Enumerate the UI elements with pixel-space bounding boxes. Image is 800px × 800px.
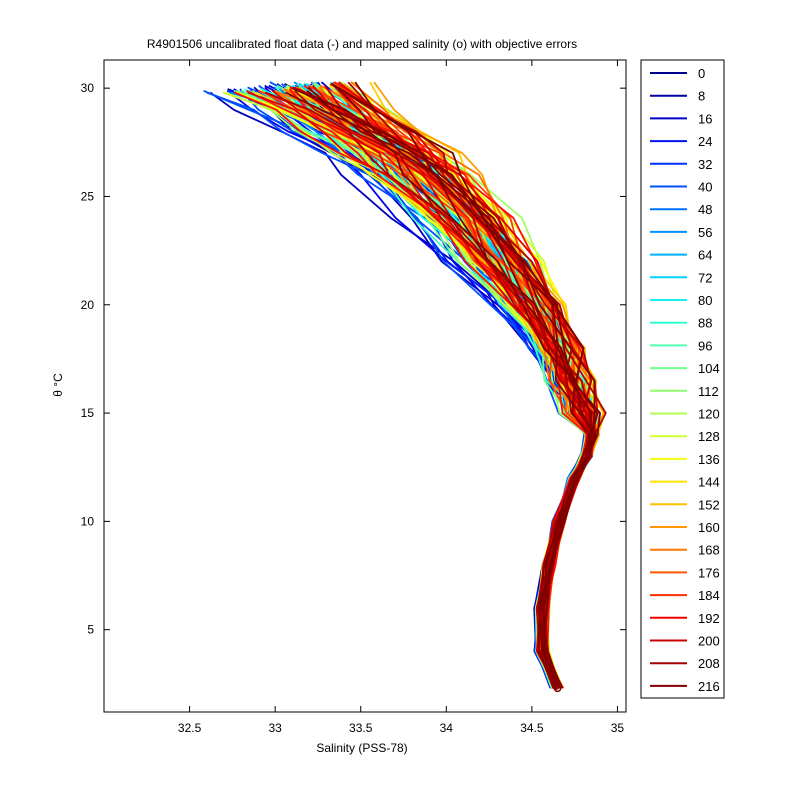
legend-label: 96 — [698, 338, 712, 353]
x-tick-label: 33.5 — [349, 721, 373, 735]
legend-label: 32 — [698, 157, 712, 172]
legend-label: 72 — [698, 270, 712, 285]
legend-items: 0 8 16 24 32 40 48 56 64 72 80 88 96 104 112 120 128 136 1… — [650, 66, 720, 694]
legend-label: 112 — [698, 384, 719, 399]
legend-entry: 144 — [650, 475, 720, 490]
legend-entry: 24 — [650, 134, 712, 149]
y-tick-label: 30 — [81, 81, 95, 95]
x-tick-label: 35 — [611, 721, 625, 735]
legend-entry: 176 — [650, 565, 720, 580]
y-tick-label: 25 — [81, 189, 95, 203]
x-tick-label: 32.5 — [178, 721, 202, 735]
legend-entry: 8 — [650, 89, 705, 104]
series-layer — [203, 81, 607, 689]
legend-entry: 104 — [650, 361, 720, 376]
legend-entry: 80 — [650, 293, 712, 308]
legend-label: 176 — [698, 565, 720, 580]
x-axis-ticks: 32.5 33 33.5 34 34.5 35 — [178, 60, 625, 735]
mapped-salinity-marker — [550, 677, 559, 686]
mapped-salinity-marker — [548, 673, 557, 682]
series-168-profile — [334, 84, 596, 689]
y-axis-ticks: 5 10 15 20 25 30 — [81, 81, 626, 637]
series-168-profile — [285, 91, 598, 689]
legend-label: 152 — [698, 497, 720, 512]
plot-area: 32.5 33 33.5 34 34.5 35 5 10 15 20 25 30 — [81, 59, 627, 735]
series-168-profile — [331, 83, 596, 689]
legend-label: 160 — [698, 520, 720, 535]
legend-label: 120 — [698, 407, 720, 422]
legend-label: 8 — [698, 89, 705, 104]
legend-entry: 112 — [650, 384, 719, 399]
x-tick-label: 34.5 — [520, 721, 544, 735]
legend-entry: 72 — [650, 270, 712, 285]
mapped-salinity-marker — [553, 684, 562, 693]
legend-label: 104 — [698, 361, 720, 376]
legend-label: 24 — [698, 134, 712, 149]
legend-entry: 192 — [650, 611, 720, 626]
legend-label: 40 — [698, 180, 712, 195]
legend-label: 216 — [698, 679, 720, 694]
legend-label: 16 — [698, 111, 712, 126]
legend-label: 0 — [698, 66, 705, 81]
legend-label: 128 — [698, 429, 720, 444]
legend-label: 80 — [698, 293, 712, 308]
legend-entry: 216 — [650, 679, 720, 694]
chart-title: R4901506 uncalibrated float data (-) and… — [147, 37, 577, 51]
legend-entry: 200 — [650, 634, 720, 649]
legend-entry: 128 — [650, 429, 720, 444]
legend-label: 64 — [698, 248, 712, 263]
mapped-salinity-marker — [546, 669, 555, 677]
legend-label: 192 — [698, 611, 720, 626]
legend-entry: 56 — [650, 225, 712, 240]
legend-entry: 64 — [650, 248, 712, 263]
legend-label: 56 — [698, 225, 712, 240]
legend-label: 88 — [698, 316, 712, 331]
legend-entry: 160 — [650, 520, 720, 535]
y-axis-label: θ °C — [51, 373, 65, 397]
y-tick-label: 20 — [81, 298, 95, 312]
x-tick-label: 34 — [440, 721, 454, 735]
legend-entry: 152 — [650, 497, 720, 512]
series-168-profile — [354, 81, 601, 689]
legend-entry: 168 — [650, 543, 720, 558]
mapped-salinity-marker — [543, 660, 552, 669]
y-tick-label: 15 — [81, 406, 95, 420]
series-168 — [285, 81, 601, 689]
legend-label: 168 — [698, 543, 720, 558]
series-160-profile — [264, 91, 591, 689]
legend-entry: 40 — [650, 180, 712, 195]
x-axis-label: Salinity (PSS-78) — [316, 741, 407, 755]
legend-entry: 208 — [650, 656, 720, 671]
legend-box — [640, 59, 725, 699]
y-tick-label: 10 — [81, 514, 95, 528]
legend-entry: 88 — [650, 316, 712, 331]
legend-entry: 184 — [650, 588, 720, 603]
axes-box — [103, 59, 627, 713]
legend-label: 184 — [698, 588, 720, 603]
y-tick-label: 5 — [87, 623, 94, 637]
legend-entry: 0 — [650, 66, 705, 81]
legend-label: 48 — [698, 202, 712, 217]
mapped-salinity-marker — [545, 664, 553, 673]
legend-label: 136 — [698, 452, 720, 467]
legend-entry: 48 — [650, 202, 712, 217]
legend-label: 208 — [698, 656, 720, 671]
legend-entry: 120 — [650, 407, 720, 422]
legend-entry: 16 — [650, 111, 712, 126]
legend-label: 144 — [698, 475, 720, 490]
legend-entry: 136 — [650, 452, 720, 467]
mapped-salinity-markers — [543, 660, 562, 693]
legend-label: 200 — [698, 634, 720, 649]
legend-entry: 32 — [650, 157, 712, 172]
x-tick-label: 33 — [268, 721, 282, 735]
legend: 0 8 16 24 32 40 48 56 64 72 80 88 96 104 112 120 128 136 1… — [640, 59, 725, 699]
legend-entry: 96 — [650, 338, 712, 353]
